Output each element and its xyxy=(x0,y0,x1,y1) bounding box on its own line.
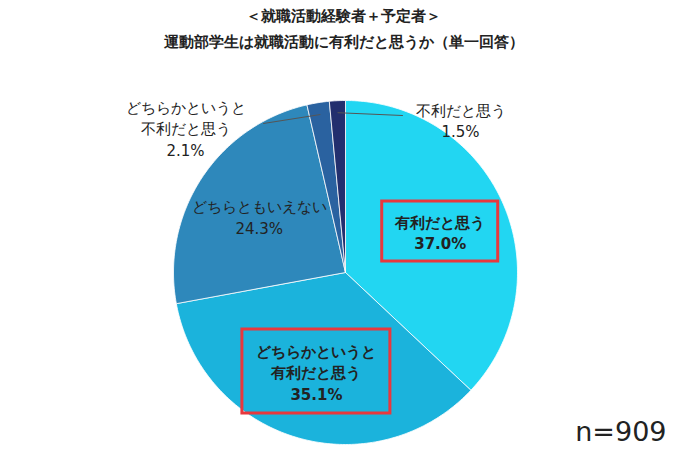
svg-text:不利だと思う1.5%: 不利だと思う1.5% xyxy=(416,102,506,142)
svg-text:運動部学生は就職活動に有利だと思うか（単一回答）: 運動部学生は就職活動に有利だと思うか（単一回答） xyxy=(163,33,524,51)
svg-text:有利だと思う37.0%: 有利だと思う37.0% xyxy=(394,214,485,254)
svg-text:＜就職活動経験者＋予定者＞: ＜就職活動経験者＋予定者＞ xyxy=(246,7,441,25)
svg-text:どちらかというと有利だと思う35.1%: どちらかというと有利だと思う35.1% xyxy=(256,343,376,405)
svg-text:どちらともいえない24.3%: どちらともいえない24.3% xyxy=(192,198,327,238)
svg-text:どちらかというと不利だと思う2.1%: どちらかというと不利だと思う2.1% xyxy=(126,99,246,160)
svg-text:n=909: n=909 xyxy=(575,416,666,447)
